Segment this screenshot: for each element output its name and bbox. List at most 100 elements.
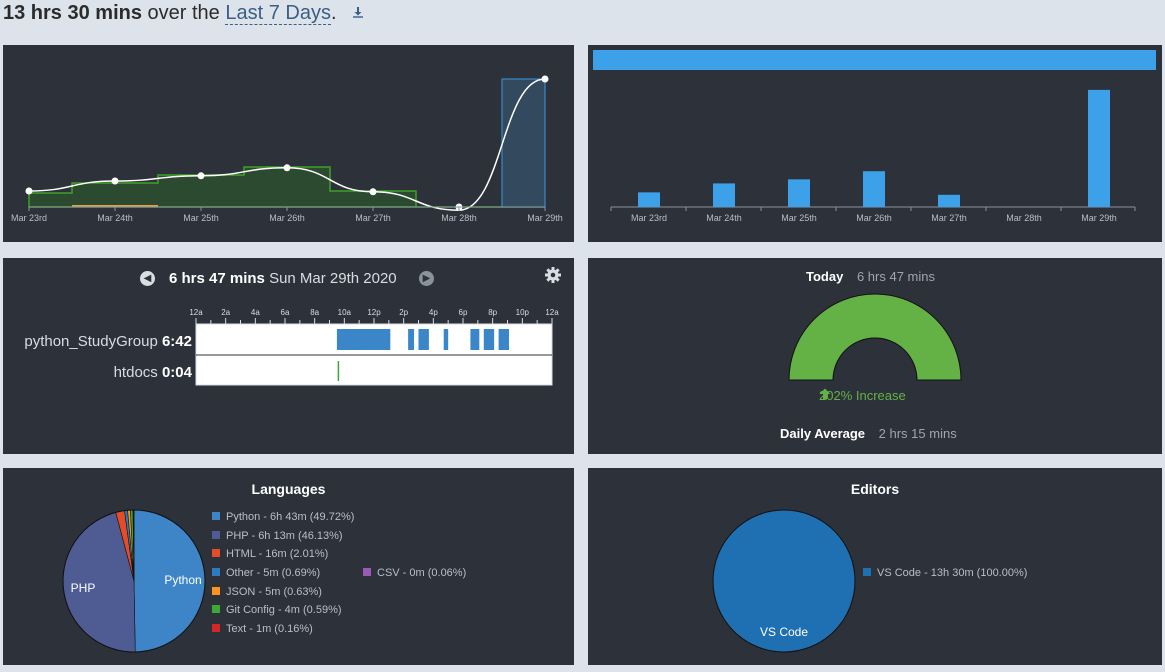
next-day-button[interactable]: ▶	[419, 271, 434, 286]
legend-item-text[interactable]: Text - 1m (0.16%)	[212, 623, 313, 635]
x-tick-label: Mar 27th	[355, 213, 391, 223]
legend-swatch	[212, 587, 220, 595]
project-label-htdocs[interactable]: htdocs 0:04	[114, 364, 192, 381]
legend-item-json[interactable]: JSON - 5m (0.63%)	[212, 586, 322, 598]
date-range-selector[interactable]: Last 7 Days	[225, 2, 331, 25]
project-name: python_StudyGroup	[24, 333, 158, 350]
x-tick-label: Mar 24th	[97, 213, 133, 223]
pie-outline	[62, 509, 206, 653]
timeline-segment	[408, 329, 415, 350]
hour-label: 6p	[459, 308, 468, 317]
project-time: 6:42	[161, 333, 192, 350]
legend-label: PHP - 6h 13m (46.13%)	[226, 530, 343, 542]
bar	[938, 194, 960, 207]
hour-label: 6a	[281, 308, 290, 317]
x-tick-label: Mar 26th	[269, 213, 305, 223]
bar	[638, 192, 660, 207]
timeline-segment	[498, 329, 509, 350]
timeline-segment	[336, 329, 391, 350]
legend-item-python[interactable]: Python - 6h 43m (49.72%)	[212, 511, 354, 523]
editors-title: Editors	[850, 481, 900, 497]
hour-label: 10a	[338, 308, 352, 317]
hour-label: 10p	[516, 308, 530, 317]
x-tick-label: Mar 25th	[781, 213, 817, 223]
trend-point	[541, 75, 549, 83]
trend-point	[111, 177, 119, 185]
timeline-segment	[483, 329, 495, 350]
legend-item-other[interactable]: Other - 5m (0.69%)	[212, 567, 320, 579]
daily-bar-chart: Mar 23rd Mar 24th Mar 25th Mar 26th Mar 27th…	[593, 50, 1156, 223]
hour-label: 8p	[488, 308, 497, 317]
bar	[713, 183, 735, 207]
today-gauge-panel: Today 6 hrs 47 mins 202% Increase Daily …	[588, 258, 1162, 454]
project-label-python[interactable]: python_StudyGroup 6:42	[24, 333, 192, 350]
hour-label: 12a	[189, 308, 203, 317]
legend-label: CSV - 0m (0.06%)	[377, 567, 467, 579]
pie-label-php: PHP	[71, 581, 96, 595]
hour-label: 2p	[399, 308, 408, 317]
editors-pie: VS Code	[712, 509, 856, 653]
timeline-duration: 6 hrs 47 mins	[169, 270, 265, 287]
activity-chart: Mar 23rd Mar 24th Mar 25th Mar 26th Mar 27th…	[11, 75, 563, 223]
bar	[788, 179, 810, 207]
legend-item-csv[interactable]: CSV - 0m (0.06%)	[363, 567, 466, 579]
legend-label: Python - 6h 43m (49.72%)	[226, 511, 355, 523]
bar	[1088, 89, 1110, 207]
legend-swatch	[863, 568, 871, 576]
legend-swatch	[212, 512, 220, 520]
legend-item-html[interactable]: HTML - 16m (2.01%)	[212, 548, 328, 560]
trend-point	[369, 188, 377, 196]
timeline-heading: 6 hrs 47 mins Sun Mar 29th 2020	[169, 270, 397, 287]
timeline-panel: ◀ 6 hrs 47 mins Sun Mar 29th 2020 ▶ pyth…	[3, 258, 574, 454]
x-tick-label: Mar 28th	[441, 213, 477, 223]
legend-swatch	[212, 568, 220, 576]
prev-day-button[interactable]: ◀	[140, 271, 155, 286]
series-bar-today	[501, 78, 546, 208]
hour-label: 12a	[545, 308, 559, 317]
project-time: 0:04	[161, 364, 192, 381]
editors-panel: Editors VS Code VS Code - 13h 30m (100.0…	[588, 468, 1162, 665]
gauge-arc	[788, 293, 962, 381]
download-icon[interactable]	[352, 6, 364, 21]
today-label: Today	[806, 269, 844, 284]
timeline-settings-button[interactable]	[544, 266, 562, 284]
project-name: htdocs	[113, 364, 158, 381]
legend-item-php[interactable]: PHP - 6h 13m (46.13%)	[212, 530, 343, 542]
daily-average-row: Daily Average 2 hrs 15 mins	[780, 426, 957, 441]
total-bar	[593, 50, 1156, 70]
timeline-date: Sun Mar 29th 2020	[269, 270, 397, 287]
legend-item-vscode[interactable]: VS Code - 13h 30m (100.00%)	[863, 567, 1027, 579]
daily-average-label: Daily Average	[780, 426, 866, 441]
legend-swatch	[212, 531, 220, 539]
legend-swatch	[212, 624, 220, 632]
x-tick-label: Mar 23rd	[631, 213, 667, 223]
hour-label: 2a	[221, 308, 230, 317]
x-tick-label: Mar 29th	[527, 213, 563, 223]
hour-label: 12p	[367, 308, 381, 317]
summary-header: 13 hrs 30 mins over the Last 7 Days.	[3, 2, 364, 30]
trend-point	[25, 187, 33, 195]
legend-label: Git Config - 4m (0.59%)	[226, 604, 342, 616]
legend-swatch	[212, 549, 220, 557]
daily-average-value: 2 hrs 15 mins	[878, 426, 957, 441]
x-tick-label: Mar 28th	[1006, 213, 1042, 223]
languages-title: Languages	[251, 481, 326, 497]
increase-text: 202% Increase	[819, 388, 906, 403]
increase-row: 202% Increase	[819, 388, 906, 403]
legend-item-git-config[interactable]: Git Config - 4m (0.59%)	[212, 604, 342, 616]
legend-label: VS Code - 13h 30m (100.00%)	[877, 567, 1028, 579]
legend-label: HTML - 16m (2.01%)	[226, 548, 329, 560]
timeline-segment	[337, 361, 340, 381]
x-tick-label: Mar 24th	[706, 213, 742, 223]
project-timeline: 12a 2a 4a 6a 8a 10a 12p 2p 4p 6p 8p 10p 12a	[189, 308, 559, 386]
timeline-segment	[470, 329, 480, 350]
chevron-left-icon: ◀	[143, 273, 152, 284]
legend-label: Other - 5m (0.69%)	[226, 567, 321, 579]
timeline-segment	[443, 329, 449, 350]
period-text: .	[330, 2, 337, 24]
today-gauge	[788, 293, 962, 381]
pie-slice	[712, 509, 856, 653]
today-row: Today 6 hrs 47 mins	[806, 269, 935, 284]
total-time: 13 hrs 30 mins	[3, 2, 142, 24]
hour-label: 8a	[310, 308, 319, 317]
